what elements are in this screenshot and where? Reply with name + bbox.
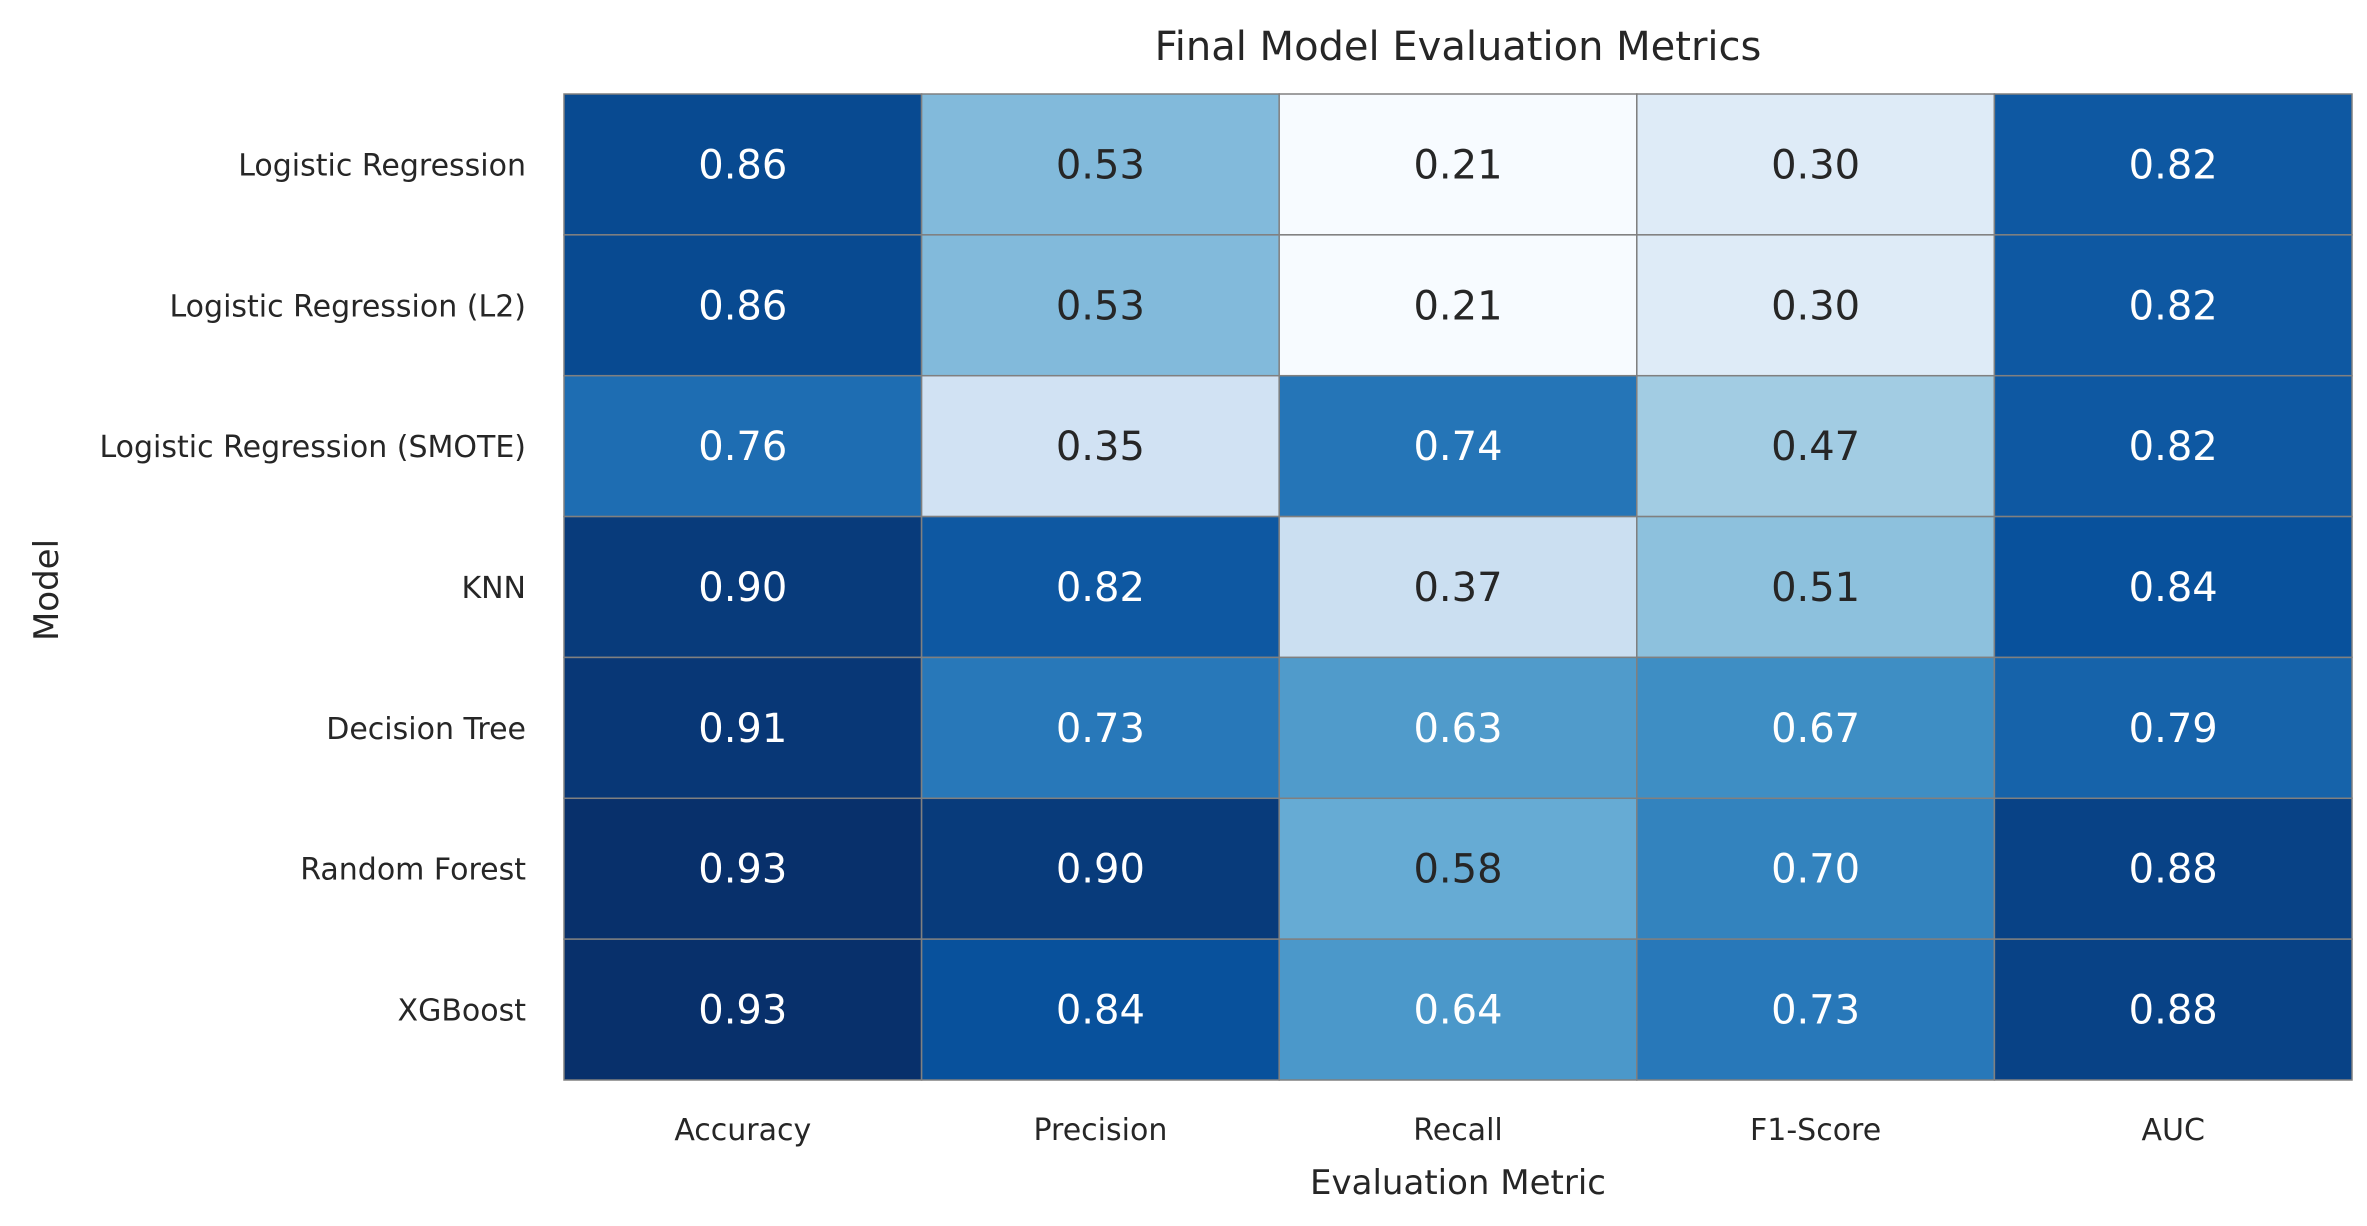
heatmap-cell-value: 0.30: [1771, 283, 1860, 329]
heatmap-cell: [1278, 93, 1638, 236]
y-axis-tick-labels: Logistic Regression Logistic Regression (…: [99, 148, 526, 1028]
heatmap-cell-value: 0.82: [2129, 283, 2218, 329]
heatmap-cell-value: 0.90: [698, 565, 787, 611]
heatmap-cell-value: 0.58: [1413, 847, 1502, 893]
heatmap-cell: [1278, 797, 1638, 940]
heatmap-cell: [920, 93, 1280, 236]
y-axis-label: Model: [27, 539, 67, 641]
heatmap-cell: [1636, 797, 1996, 940]
heatmap-cell: [1993, 656, 2353, 800]
x-tick-label: Recall: [1413, 1113, 1503, 1148]
x-tick-label: Accuracy: [674, 1113, 811, 1148]
y-tick-label: XGBoost: [398, 994, 527, 1029]
heatmap-cell: [920, 515, 1280, 659]
y-tick-label: Logistic Regression (SMOTE): [99, 430, 526, 465]
heatmap-cell-value: 0.30: [1771, 142, 1860, 188]
heatmap-cell-value: 0.82: [2129, 142, 2218, 188]
heatmap-cell-value: 0.73: [1771, 988, 1860, 1034]
heatmap-cell-value: 0.82: [2129, 424, 2218, 470]
x-axis-tick-labels: Accuracy Precision Recall F1-Score AUC: [674, 1113, 2205, 1148]
heatmap-cell: [563, 656, 923, 800]
heatmap-cell-value: 0.53: [1056, 142, 1145, 188]
heatmap-cell-value: 0.64: [1413, 988, 1502, 1034]
heatmap-cell: [1993, 93, 2353, 236]
y-tick-label: Random Forest: [300, 853, 526, 888]
heatmap-cell: [1278, 374, 1638, 518]
heatmap-cell: [1278, 656, 1638, 800]
heatmap-cell-value: 0.90: [1056, 847, 1145, 893]
heatmap-cell: [563, 93, 923, 236]
heatmap-cell: [1636, 374, 1996, 518]
heatmap-cell-value: 0.86: [698, 142, 787, 188]
y-tick-label: Logistic Regression: [238, 148, 526, 183]
heatmap-cell: [563, 938, 923, 1081]
heatmap-cell-value: 0.91: [698, 706, 787, 752]
heatmap-cell: [920, 797, 1280, 940]
heatmap-cell-value: 0.21: [1413, 283, 1502, 329]
heatmap-cell-value: 0.63: [1413, 706, 1502, 752]
heatmap-cell-value: 0.47: [1771, 424, 1860, 470]
heatmap-cell-value: 0.53: [1056, 283, 1145, 329]
heatmap-cell-value: 0.51: [1771, 565, 1860, 611]
heatmap-cell-value: 0.84: [1056, 988, 1145, 1034]
heatmap-cell-value: 0.21: [1413, 142, 1502, 188]
heatmap-cell-value: 0.84: [2129, 565, 2218, 611]
heatmap-cell: [1993, 515, 2353, 659]
y-tick-label: Logistic Regression (L2): [169, 289, 526, 324]
y-tick-label: Decision Tree: [326, 712, 526, 747]
x-tick-label: F1-Score: [1750, 1113, 1881, 1148]
heatmap-cell-value: 0.93: [698, 988, 787, 1034]
x-axis-label: Evaluation Metric: [1310, 1163, 1606, 1203]
heatmap-cell-value: 0.67: [1771, 706, 1860, 752]
heatmap-cell-value: 0.73: [1056, 706, 1145, 752]
heatmap-cell: [1278, 515, 1638, 659]
y-tick-label: KNN: [461, 571, 526, 606]
heatmap-cell-value: 0.79: [2129, 706, 2218, 752]
heatmap-cell-value: 0.76: [698, 424, 787, 470]
heatmap-cell: [1636, 93, 1996, 236]
heatmap-cell: [1993, 938, 2353, 1081]
heatmap-cell-labels: 0.86 0.53 0.21 0.30 0.82 0.86 0.53 0.21 0.30 0.82…: [698, 142, 2217, 1033]
heatmap-cell-value: 0.35: [1056, 424, 1145, 470]
heatmap-cell: [1636, 938, 1996, 1081]
x-tick-label: AUC: [2141, 1113, 2204, 1148]
heatmap-cell: [1278, 234, 1638, 377]
heatmap-cell-value: 0.70: [1771, 847, 1860, 893]
heatmap-cell: [563, 515, 923, 659]
heatmap-cell-value: 0.93: [698, 847, 787, 893]
heatmap-cell-value: 0.82: [1056, 565, 1145, 611]
heatmap-cell: [1993, 234, 2353, 377]
heatmap-cell: [563, 234, 923, 377]
heatmap-cell: [1993, 797, 2353, 940]
heatmap-cells: [563, 93, 2353, 1081]
heatmap-cell-value: 0.86: [698, 283, 787, 329]
heatmap-cell: [920, 656, 1280, 800]
heatmap-cell: [1636, 515, 1996, 659]
heatmap-cell-value: 0.74: [1413, 424, 1502, 470]
heatmap-cell-value: 0.88: [2129, 988, 2218, 1034]
heatmap-cell-value: 0.37: [1413, 565, 1502, 611]
heatmap-cell-value: 0.88: [2129, 847, 2218, 893]
heatmap-cell: [920, 374, 1280, 518]
heatmap-cell: [1993, 374, 2353, 518]
chart-title: Final Model Evaluation Metrics: [1155, 24, 1762, 70]
x-tick-label: Precision: [1033, 1113, 1167, 1148]
